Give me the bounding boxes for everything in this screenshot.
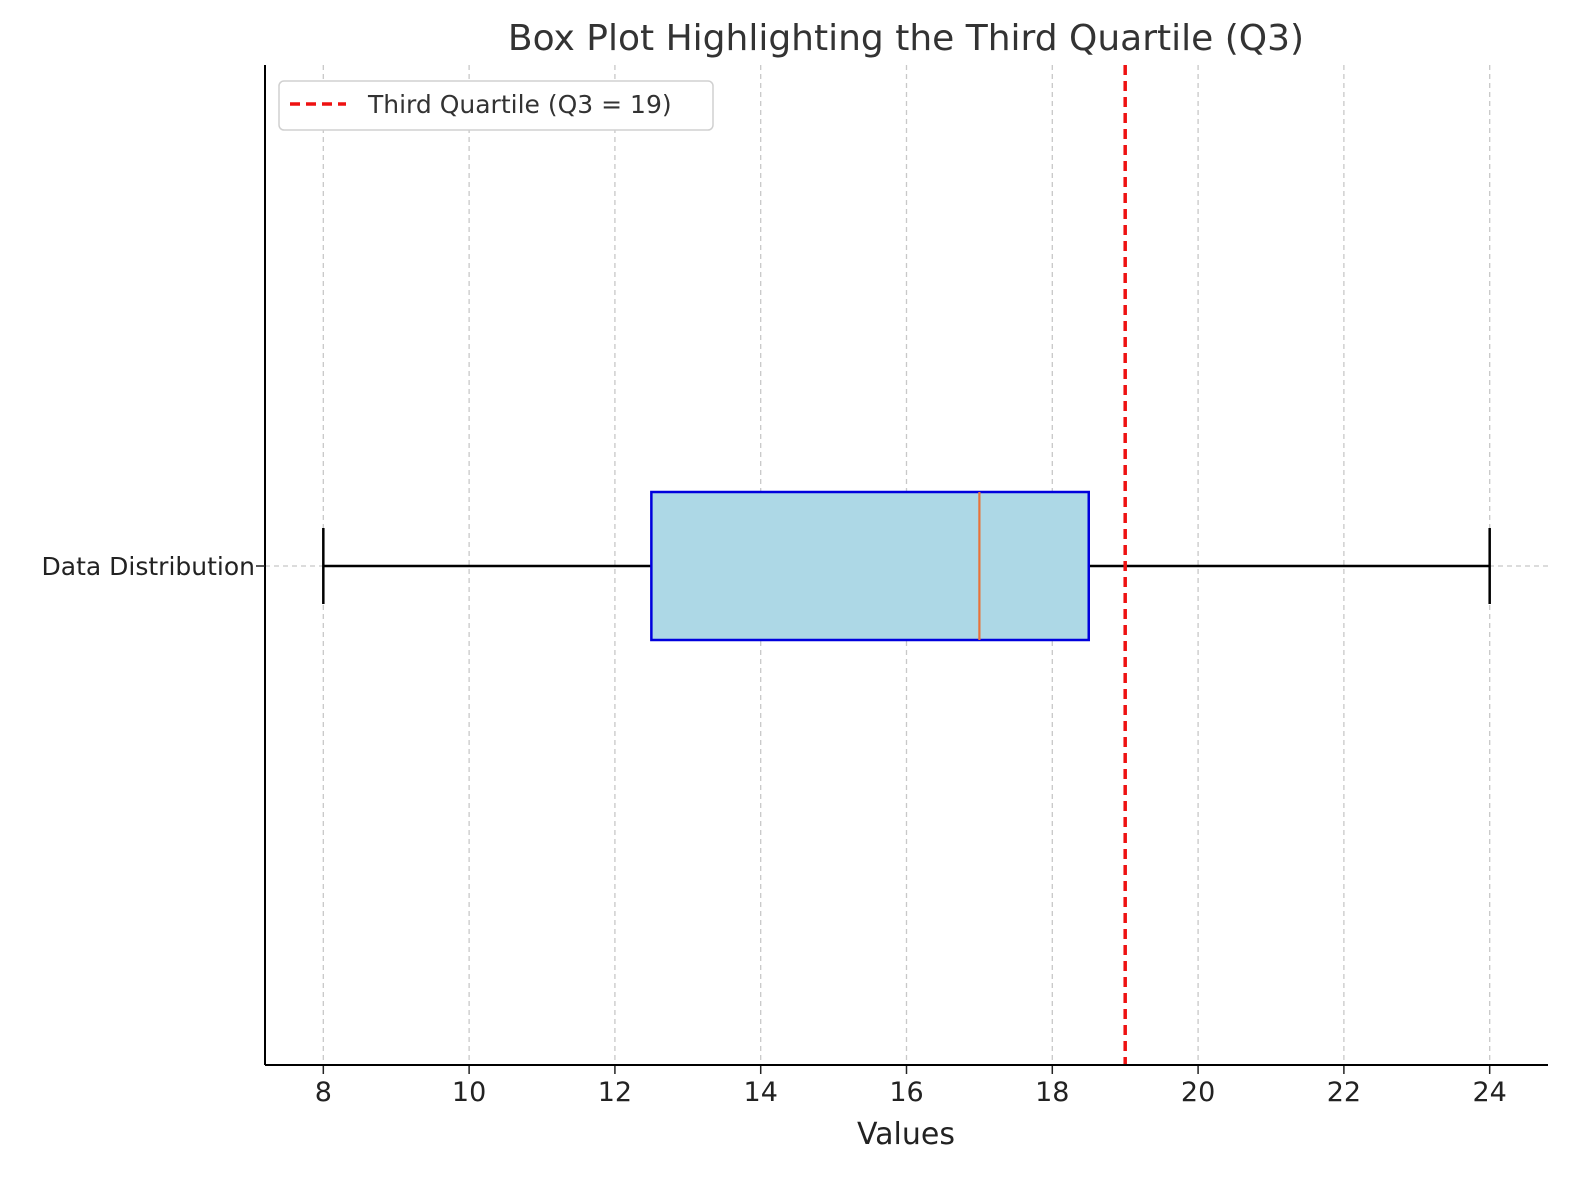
x-tick-label-22: 22 <box>1327 1077 1361 1108</box>
y-tick-label-category: Data Distribution <box>42 552 256 581</box>
legend-entry-q3: Third Quartile (Q3 = 19) <box>367 90 672 119</box>
chart-title: Box Plot Highlighting the Third Quartile… <box>508 18 1304 59</box>
x-tick-label-10: 10 <box>452 1077 486 1108</box>
x-tick-label-16: 16 <box>889 1077 923 1108</box>
legend-frame <box>278 80 714 131</box>
axes: Data Distribution <box>42 65 1548 1074</box>
x-tick-label-24: 24 <box>1473 1077 1507 1108</box>
x-tick-label-18: 18 <box>1035 1077 1069 1108</box>
legend: Third Quartile (Q3 = 19) <box>278 80 714 131</box>
x-tick-label-20: 20 <box>1181 1077 1215 1108</box>
x-tick-label-8: 8 <box>315 1077 332 1108</box>
x-tick-labels: 8 10 12 14 16 18 20 22 24 <box>315 1077 1507 1108</box>
box-plot <box>322 490 1491 642</box>
x-axis-label: Values <box>857 1117 955 1152</box>
x-tick-label-12: 12 <box>598 1077 632 1108</box>
x-tick-label-14: 14 <box>744 1077 778 1108</box>
interquartile-box <box>650 490 1090 642</box>
